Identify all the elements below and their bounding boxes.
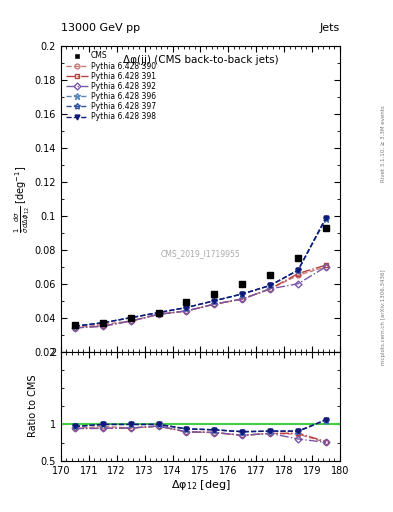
Text: Rivet 3.1.10, ≥ 3.3M events: Rivet 3.1.10, ≥ 3.3M events [381, 105, 386, 182]
X-axis label: Δφ$_{12}$ [deg]: Δφ$_{12}$ [deg] [171, 478, 230, 493]
Text: mcplots.cern.ch [arXiv:1306.3436]: mcplots.cern.ch [arXiv:1306.3436] [381, 270, 386, 365]
Text: Δφ(jj) (CMS back-to-back jets): Δφ(jj) (CMS back-to-back jets) [123, 55, 278, 65]
Legend: CMS, Pythia 6.428 390, Pythia 6.428 391, Pythia 6.428 392, Pythia 6.428 396, Pyt: CMS, Pythia 6.428 390, Pythia 6.428 391,… [65, 50, 157, 123]
Y-axis label: $\frac{1}{\bar{\sigma}}\frac{d\sigma}{d\Delta\phi_{12}}$ [deg$^{-1}$]: $\frac{1}{\bar{\sigma}}\frac{d\sigma}{d\… [13, 165, 32, 232]
Y-axis label: Ratio to CMS: Ratio to CMS [28, 375, 38, 437]
Text: CMS_2019_I1719955: CMS_2019_I1719955 [161, 249, 240, 259]
Text: 13000 GeV pp: 13000 GeV pp [61, 23, 140, 33]
Text: Jets: Jets [320, 23, 340, 33]
